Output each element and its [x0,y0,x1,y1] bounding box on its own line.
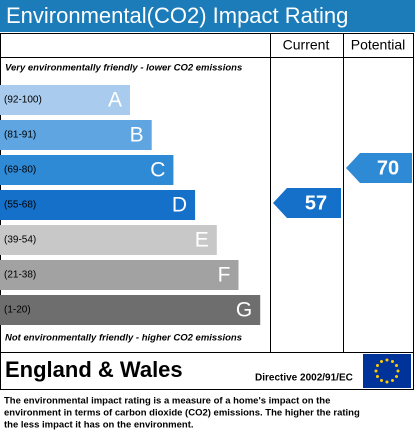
band-bar [0,155,174,185]
star [385,380,389,384]
band-range: (81-91) [4,130,36,141]
star [380,359,383,363]
star [395,375,399,378]
band-letter: C [150,159,165,182]
description-line: The environmental impact rating is a mea… [4,396,330,407]
band-letter: F [218,264,231,287]
band-letter: E [195,229,209,252]
star [395,364,399,367]
band-letter: B [130,124,144,147]
band-range: (39-54) [4,235,36,246]
current-arrow [273,188,341,218]
band-bar [0,225,217,255]
star [385,358,389,362]
current-value: 57 [305,192,327,214]
region: England & Wales [5,357,183,382]
band-bar [0,120,152,150]
directive: Directive 2002/91/EC [255,373,353,384]
potential-header: Potential [351,37,405,53]
band-range: (69-80) [4,165,36,176]
eu-flag [363,354,411,388]
band-letter: G [236,299,252,322]
band-bar [0,295,261,325]
band-bar [0,85,130,115]
title-bar [0,0,415,32]
star [375,375,379,378]
description-line: environment in terms of carbon dioxide (… [4,408,360,419]
band-bar [0,190,196,220]
band-letter: D [172,194,187,217]
star [374,369,378,373]
top-note: Very environmentally friendly - lower CO… [5,63,242,74]
band-range: (1-20) [4,305,31,316]
star [375,364,379,367]
band-letter: A [108,89,122,112]
star [391,379,394,383]
star [396,369,400,373]
bottom-note: Not environmentally friendly - higher CO… [5,333,242,344]
star [391,359,394,363]
potential-arrow [346,153,412,183]
band-range: (21-38) [4,270,36,281]
band-range: (55-68) [4,200,36,211]
star [380,379,383,383]
description-line: the less impact it has on the environmen… [4,420,194,431]
band-range: (92-100) [4,95,42,106]
footer-frame [0,352,414,390]
potential-value: 70 [377,157,399,179]
band-bar [0,260,239,290]
current-header: Current [283,37,330,53]
title: Environmental(CO2) Impact Rating [6,3,348,28]
